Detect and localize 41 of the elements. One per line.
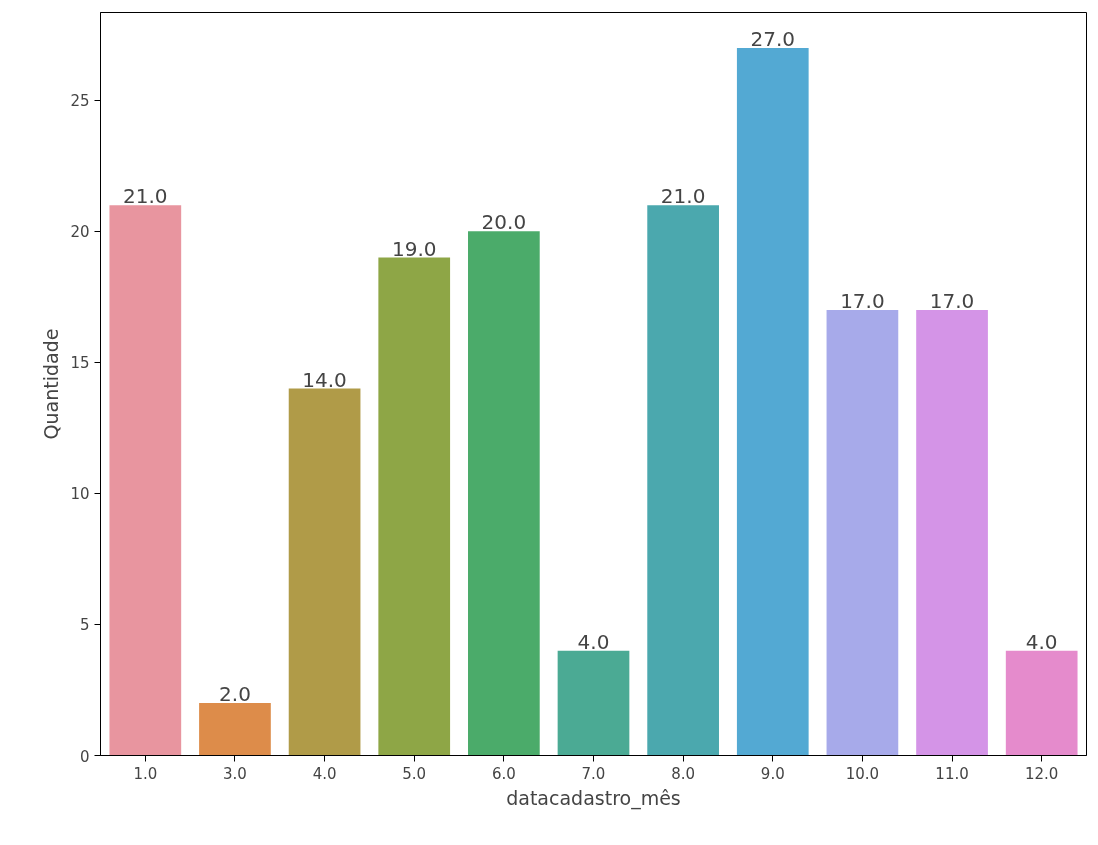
y-tick-label: 25 <box>70 92 90 111</box>
x-tick-label: 7.0 <box>581 764 606 783</box>
data-label: 4.0 <box>577 629 610 654</box>
bar <box>378 257 451 756</box>
x-axis-title: datacadastro_mês <box>506 786 681 810</box>
data-label: 21.0 <box>660 184 706 209</box>
x-tick-label: 8.0 <box>671 764 696 783</box>
bar <box>557 650 630 756</box>
y-tick-label: 0 <box>79 747 90 766</box>
y-axis-title: Quantidade <box>40 328 63 440</box>
bar <box>288 388 361 756</box>
data-label: 17.0 <box>840 288 885 313</box>
data-label: 27.0 <box>750 26 796 51</box>
bar <box>199 703 271 756</box>
bar <box>826 309 899 756</box>
data-label: 20.0 <box>481 210 527 235</box>
x-tick-label: 5.0 <box>402 764 427 783</box>
x-tick-label: 6.0 <box>491 764 516 783</box>
x-tick-label: 1.0 <box>133 764 158 783</box>
y-tick-label: 5 <box>79 616 90 635</box>
y-tick-label: 15 <box>70 354 90 373</box>
bar <box>109 205 182 756</box>
data-label: 4.0 <box>1025 629 1058 654</box>
y-tick-label: 10 <box>70 485 90 504</box>
bar <box>468 231 540 756</box>
data-label: 14.0 <box>302 367 347 392</box>
x-tick-label: 11.0 <box>935 764 969 783</box>
y-tick-label: 20 <box>70 223 90 242</box>
data-label: 19.0 <box>391 236 437 261</box>
x-tick-label: 3.0 <box>223 764 247 783</box>
data-label: 21.0 <box>123 184 168 209</box>
data-label: 2.0 <box>219 682 251 707</box>
x-tick-label: 10.0 <box>845 764 880 783</box>
x-tick-label: 4.0 <box>312 764 337 783</box>
bar <box>916 309 988 756</box>
bar <box>736 47 809 756</box>
x-tick-label: 12.0 <box>1024 764 1059 783</box>
bar <box>647 205 719 756</box>
data-label: 17.0 <box>929 288 975 313</box>
bar <box>1005 650 1078 756</box>
x-tick-label: 9.0 <box>760 764 785 783</box>
